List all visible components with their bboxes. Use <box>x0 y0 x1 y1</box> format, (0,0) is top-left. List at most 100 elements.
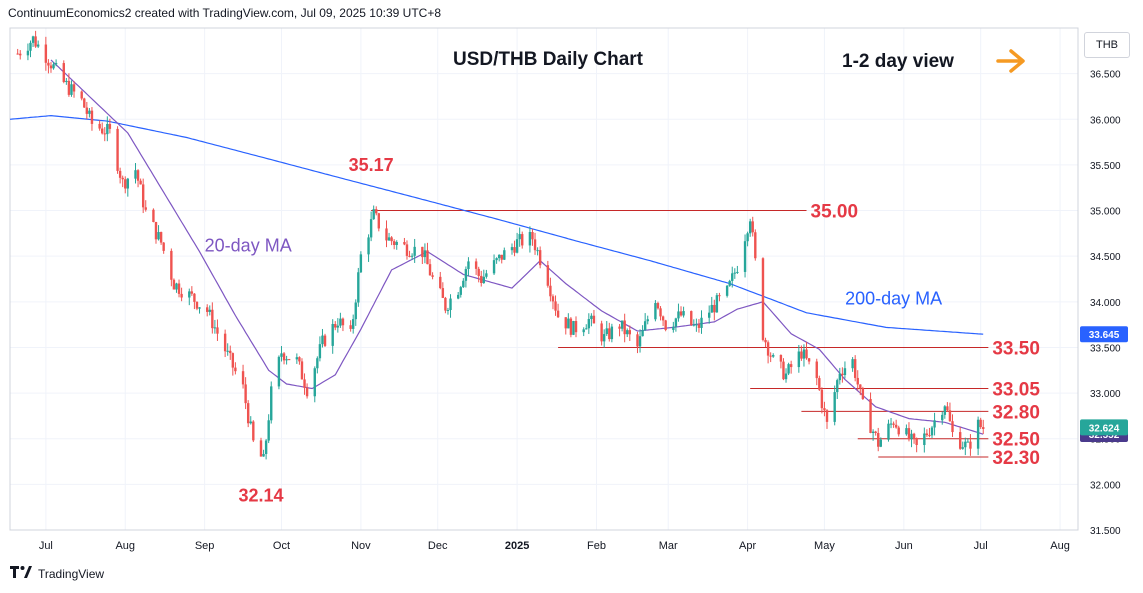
candle-body <box>943 406 947 415</box>
ma20-line <box>50 59 984 435</box>
x-tick-label: Sep <box>195 540 215 552</box>
candle-body <box>339 318 342 326</box>
candle-body <box>961 447 964 449</box>
candle-body <box>841 373 844 376</box>
candle-body <box>608 328 611 340</box>
candle-body <box>354 302 357 320</box>
candle-body <box>807 358 811 362</box>
candle-body <box>116 128 119 171</box>
candle-body <box>287 359 291 361</box>
candle-body <box>587 319 591 329</box>
candle-body <box>480 275 483 284</box>
candle-body <box>805 349 808 359</box>
candle-body <box>495 258 498 261</box>
level-label: 33.05 <box>992 380 1040 401</box>
last-price-badge-bg <box>1080 419 1128 436</box>
candle-body <box>103 133 106 135</box>
candle-body <box>836 380 839 393</box>
candle-body <box>441 288 445 298</box>
y-axis: 31.50032.00032.50033.00033.50034.00034.5… <box>1090 70 1121 537</box>
candle-body <box>457 294 460 299</box>
support-resistance-lines <box>371 210 989 458</box>
candle-body <box>264 440 268 454</box>
candle-body <box>838 373 842 381</box>
candle-body <box>897 427 900 435</box>
candle-body <box>392 241 396 245</box>
candle-body <box>170 250 173 280</box>
annotation-label: 200-day MA <box>845 289 942 309</box>
candle-body <box>815 361 818 379</box>
level-label: 32.30 <box>992 448 1040 469</box>
candle-body <box>428 264 432 276</box>
x-tick-label: Nov <box>351 540 371 552</box>
candle-body <box>372 209 375 220</box>
candle-body <box>351 319 355 329</box>
candle-body <box>736 271 739 273</box>
candle-body <box>646 319 649 322</box>
candle-body <box>677 311 680 319</box>
candle-body <box>241 371 245 385</box>
candle-body <box>528 232 532 246</box>
candle-body <box>44 44 48 63</box>
candle-body <box>282 353 286 361</box>
tradingview-logo-icon <box>10 566 32 581</box>
candle-body <box>47 62 50 66</box>
candle-body <box>334 323 337 328</box>
candle-body <box>16 53 19 55</box>
candle-body <box>582 329 585 333</box>
candle-body <box>216 327 219 334</box>
x-tick-label: Jul <box>39 540 53 552</box>
chart-grid <box>10 28 1078 531</box>
candle-body <box>136 170 140 181</box>
candle-body <box>869 398 872 434</box>
candle-body <box>623 320 626 335</box>
candle-body <box>277 356 281 387</box>
candle-body <box>731 273 734 281</box>
currency-unit-label[interactable]: THB <box>1084 32 1130 58</box>
candle-body <box>554 301 557 311</box>
candle-body <box>833 392 836 422</box>
candle-body <box>518 234 521 240</box>
candle-body <box>779 355 783 362</box>
candle-body <box>700 317 703 328</box>
candle-body <box>592 315 596 324</box>
candle-body <box>912 433 916 438</box>
candle-body <box>672 326 675 330</box>
chart-attribution: ContinuumEconomics2 created with Trading… <box>8 6 442 20</box>
candle-body <box>930 427 934 436</box>
candle-body <box>521 234 524 246</box>
candle-body <box>982 427 985 429</box>
plot-frame <box>9 27 1079 531</box>
candle-body <box>925 433 929 436</box>
candle-body <box>769 355 772 357</box>
candle-body <box>403 242 406 245</box>
candle-body <box>464 269 468 281</box>
candle-body <box>889 423 893 425</box>
candle-body <box>718 295 721 297</box>
candle-body <box>467 261 470 270</box>
candle-body <box>958 432 962 449</box>
candle-body <box>270 386 273 421</box>
candle-body <box>336 325 340 328</box>
candle-body <box>223 333 227 352</box>
candle-body <box>626 330 629 335</box>
x-tick-label: Jul <box>974 540 988 552</box>
price-candles <box>16 30 985 460</box>
candle-body <box>659 308 662 317</box>
candle-body <box>26 50 30 56</box>
candle-body <box>405 244 409 256</box>
candle-body <box>62 63 65 82</box>
candle-body <box>29 42 32 51</box>
x-tick-label: Jun <box>895 540 913 552</box>
candle-body <box>49 65 53 69</box>
x-tick-label: Feb <box>587 540 606 552</box>
candle-body <box>874 431 877 433</box>
candle-body <box>751 221 754 233</box>
candle-body <box>341 318 345 326</box>
candle-body <box>446 310 450 312</box>
candle-body <box>449 298 452 311</box>
candle-body <box>556 310 560 318</box>
candle-body <box>861 388 865 399</box>
candle-body <box>618 326 621 329</box>
candle-body <box>303 379 306 388</box>
